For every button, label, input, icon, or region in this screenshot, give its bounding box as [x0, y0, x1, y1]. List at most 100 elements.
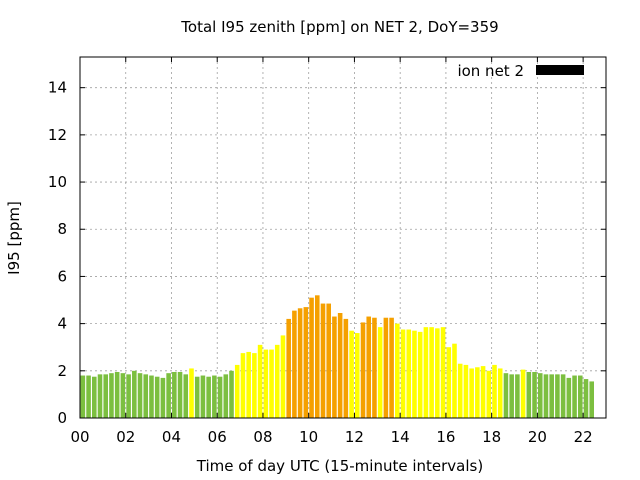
x-tick-label: 16 [436, 428, 455, 446]
bar [383, 317, 389, 418]
bar [555, 374, 560, 418]
bar [189, 368, 194, 418]
bar [280, 335, 286, 418]
bar [212, 375, 217, 418]
y-tick-label: 6 [57, 267, 67, 285]
bar [97, 374, 103, 418]
bar [137, 373, 143, 418]
x-tick-label: 20 [528, 428, 547, 446]
legend-swatch [536, 65, 584, 75]
bar [435, 328, 440, 418]
bar [469, 368, 474, 418]
bar [337, 313, 343, 418]
bar [475, 367, 480, 418]
bar [509, 374, 514, 418]
bar [92, 376, 97, 418]
bar [320, 303, 326, 418]
bar [452, 343, 457, 418]
bar [126, 374, 131, 418]
bar [537, 373, 543, 418]
bar [515, 374, 520, 418]
bar [366, 316, 372, 418]
bar [417, 331, 423, 418]
bar [355, 333, 360, 418]
bar [263, 349, 269, 418]
bar [577, 375, 583, 418]
bar [549, 374, 554, 418]
bar [80, 375, 86, 418]
bar [314, 295, 320, 418]
grid [80, 57, 606, 418]
y-tick-label: 14 [48, 79, 67, 97]
bar [589, 381, 594, 418]
bar [492, 364, 497, 418]
x-tick-label: 06 [208, 428, 227, 446]
bar [114, 371, 120, 418]
bar [497, 368, 503, 418]
y-tick-label: 2 [57, 362, 67, 380]
bar [332, 316, 337, 418]
bar [206, 376, 211, 418]
bar [274, 344, 280, 418]
bar [389, 317, 394, 418]
y-tick-label: 8 [57, 220, 67, 238]
bar [132, 370, 137, 418]
bar [532, 371, 537, 418]
bar [292, 310, 297, 418]
x-tick-label: 10 [299, 428, 318, 446]
y-axis-label: I95 [ppm] [5, 201, 23, 275]
bar [343, 318, 349, 418]
bar [160, 377, 166, 418]
bar [480, 366, 486, 418]
bar [349, 330, 354, 418]
bar [217, 376, 223, 418]
bar [486, 370, 492, 418]
y-tick-label: 0 [57, 409, 67, 427]
legend: ion net 2 [457, 62, 584, 80]
bar [446, 347, 452, 418]
bar [257, 344, 263, 418]
bar [377, 327, 383, 418]
x-tick-label: 02 [116, 428, 135, 446]
bar [412, 330, 417, 418]
bar [103, 374, 109, 418]
bar [526, 371, 532, 418]
bar [252, 353, 257, 418]
bar [309, 297, 314, 418]
bar [194, 376, 200, 418]
chart-title: Total I95 zenith [ppm] on NET 2, DoY=359 [180, 18, 498, 36]
bar [303, 307, 309, 418]
bar [372, 317, 377, 418]
bar [566, 377, 572, 418]
y-tick-label: 12 [48, 126, 67, 144]
bar [297, 308, 303, 418]
bar [406, 329, 412, 418]
bar [223, 374, 229, 418]
bar [429, 327, 434, 418]
plot-frame [79, 56, 607, 419]
x-tick-label: 08 [253, 428, 272, 446]
bar [503, 373, 509, 418]
x-tick-label: 14 [391, 428, 410, 446]
x-tick-label: 22 [574, 428, 593, 446]
bar [286, 318, 291, 418]
bar [86, 375, 91, 418]
x-tick-label: 12 [345, 428, 364, 446]
bar [234, 364, 240, 418]
bar [423, 327, 429, 418]
bar [240, 353, 246, 418]
bar [440, 327, 446, 418]
bar [520, 369, 526, 418]
bar [360, 322, 366, 418]
bar [463, 364, 469, 418]
legend-label: ion net 2 [457, 62, 524, 80]
x-tick-label: 00 [70, 428, 89, 446]
bar [457, 363, 463, 418]
bar [143, 374, 149, 418]
bar [543, 374, 549, 418]
bar [269, 349, 274, 418]
bar [109, 373, 114, 418]
bar [120, 373, 126, 418]
y-tick-label: 4 [57, 315, 67, 333]
